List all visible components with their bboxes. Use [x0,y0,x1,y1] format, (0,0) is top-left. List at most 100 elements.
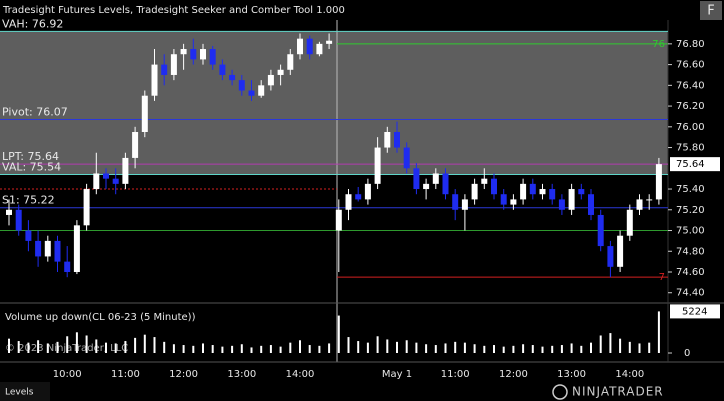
candle-body [636,199,643,210]
level-label: LPT: 75.64 [2,150,59,163]
volume-bar [182,345,185,353]
candle-body [394,132,400,148]
volume-marker [670,304,720,319]
y-tick-label: 76.40 [676,80,705,91]
volume-bar [318,345,321,353]
volume-bar [434,345,437,353]
price-marker-label: 75.64 [676,159,705,170]
candle-body [626,209,633,236]
volume-bar [134,337,137,353]
volume-marker-label: 5224 [682,306,707,317]
volume-bar [609,333,612,353]
tab-label[interactable]: Levels [5,388,34,398]
candle-body [510,199,517,205]
candle-body [54,240,61,262]
volume-bar [628,341,631,353]
candle-body [403,147,410,169]
volume-bar [163,341,166,353]
x-tick-label: 12:00 [499,369,528,380]
volume-bar [279,346,282,353]
candle-body [500,194,507,205]
volume-bar [56,341,59,353]
candle-body [112,178,119,184]
candle-body [258,85,265,96]
candle-body [35,240,42,257]
candle-body [481,178,488,184]
volume-bar [415,342,418,353]
candle-body [209,49,216,65]
candle-body [180,49,187,55]
candle-body [578,189,585,195]
y-tick-label: 76.20 [676,101,705,112]
volume-bar [211,345,214,353]
y-tick-label: 74.40 [676,288,705,299]
volume-bar [95,339,98,353]
candle-body [442,173,449,195]
x-tick-label: 14:00 [615,369,644,380]
candle-body [529,183,536,195]
volume-bar [75,332,78,353]
candle-body [374,147,381,184]
volume-bar [17,341,20,353]
candle-body [655,164,662,200]
volume-bar [328,343,331,353]
y-tick-label: 74.60 [676,267,705,278]
level-tag: 76 [652,39,665,50]
f-button-label[interactable]: F [707,4,714,19]
candle-body [15,209,22,231]
candle-body [413,168,420,190]
candle-body [103,173,109,179]
candle-body [170,54,177,75]
price-marker [670,157,720,172]
level-label: Pivot: 76.07 [2,106,68,119]
x-tick-label: 13:00 [557,369,586,380]
volume-bar [386,339,389,353]
volume-bar [599,335,602,353]
volume-bar [192,345,195,353]
volume-bar [240,344,243,353]
y-tick-label: 74.80 [676,246,705,257]
volume-bar [376,336,379,353]
candle-body [93,173,100,190]
candle-body [297,38,303,55]
candle-body [568,189,575,210]
candle-body [267,74,274,86]
candle-body [238,80,245,91]
volume-bar [560,345,563,353]
candle-body [607,246,614,267]
volume-bar [202,343,204,353]
volume-bar [483,345,486,353]
candle-body [277,69,284,75]
volume-bar [347,337,350,353]
f-button[interactable] [700,1,722,20]
candle-body [471,183,478,200]
candle-body [151,64,158,96]
candle-body [44,240,51,257]
candle-body [141,95,148,132]
x-tick-label: 10:00 [53,369,82,380]
candle-body [491,178,497,195]
volume-bar [269,345,272,353]
volume-bar [27,342,30,353]
candle-body [646,199,653,201]
x-tick-label: 13:00 [227,369,256,380]
x-tick-label: 11:00 [441,369,470,380]
y-tick-label: 76.80 [676,39,705,50]
volume-bar [221,346,224,353]
volume-bar [396,341,398,353]
candle-body [200,49,206,60]
candle-body [452,194,459,210]
candle-body [83,189,90,226]
volume-bar [46,343,49,353]
volume-bar [231,345,234,353]
value-area [0,31,668,175]
logo: NINJATRADER [572,385,664,399]
volume-bar [260,345,263,353]
candle-body [364,183,371,200]
volume-bar [289,342,292,353]
x-tick-label: 14:00 [286,369,315,380]
candle-body [597,214,604,247]
tab[interactable] [0,382,50,401]
volume-bar [551,345,554,353]
